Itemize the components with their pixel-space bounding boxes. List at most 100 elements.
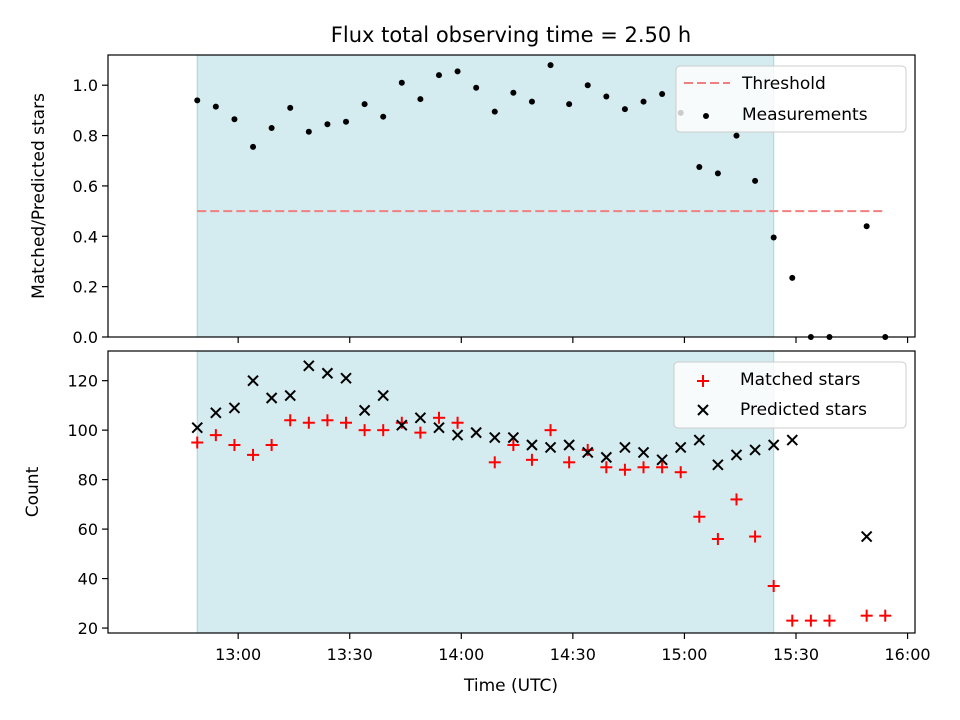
x-stroke-b [210,407,222,419]
matched-stars-point [507,439,520,451]
x-stroke-b [693,434,706,446]
predicted-stars-point [749,444,761,456]
predicted-stars-point [265,392,278,404]
predicted-stars-point [210,407,222,419]
matched-stars-point [488,456,501,469]
x-stroke-b [340,372,352,384]
y-tick-label: 120 [67,372,98,391]
matched-stars-point [228,439,241,451]
matched-stars-point [879,609,892,622]
predicted-stars-point [414,412,427,424]
matched-stars-point [860,609,873,622]
matched-stars-point [656,461,669,474]
measurement-point [250,143,257,150]
x-stroke-b [507,431,520,444]
predicted-stars-point [396,419,408,431]
predicted-stars-point [228,402,241,414]
measurement-point [696,164,703,171]
measurement-point [268,125,275,132]
matched-stars-point [581,443,594,456]
measurement-point [528,98,535,105]
x-stroke-b [470,426,482,439]
x-axis-label: Time (UTC) [463,676,558,696]
predicted-stars-point [675,441,687,454]
bottom-legend: Matched stars Predicted stars [673,361,907,429]
matched-stars-point [618,463,631,476]
matched-stars-point [637,461,650,474]
x-tick-label: 14:00 [438,645,484,664]
matched-stars-point [674,466,687,479]
predicted-stars-point [507,431,520,444]
chart-title: Flux total observing time = 2.50 h [331,23,691,47]
y-tick-label: 0.0 [73,328,98,347]
measurement-point [603,93,610,100]
measurement-point [343,118,350,125]
measurement-point [305,128,312,135]
x-stroke-b [786,434,798,446]
measurement-point [547,62,554,69]
matched-stars-point [786,614,799,627]
measurement-point [733,132,740,139]
legend-matched-swatch [697,375,709,387]
predicted-stars-point [340,372,352,384]
legend-measurements-swatch [703,113,709,119]
predicted-stars-point [433,421,445,434]
predicted-stars-point [600,451,613,464]
measurement-point [640,98,647,105]
bottom-y-ticks: 20 40 60 80 100 120 [67,372,108,638]
matched-stars-point [823,614,836,627]
x-tick-label: 13:00 [215,645,261,664]
matched-stars-point [247,448,260,461]
top-y-ticks: 0.0 0.2 0.4 0.6 0.8 1.0 [73,76,108,347]
predicted-stars-point [284,389,296,402]
x-stroke-b [451,429,464,441]
measurement-point [491,108,498,115]
x-stroke-b [749,444,761,456]
matched-stars-point [265,439,278,451]
y-tick-label: 0.2 [73,278,98,297]
matched-stars-point [563,456,576,469]
x-stroke-b [544,441,557,454]
predicted-stars-point [767,439,780,451]
x-tick-label: 15:00 [661,645,707,664]
x-stroke-b [526,439,538,451]
predicted-stars-point [786,434,798,446]
top-panel-frame [107,54,916,338]
measurement-point [361,101,368,108]
x-stroke-b [191,421,203,434]
predicted-stars-point [526,439,538,451]
top-x-ticks [237,337,909,343]
measurement-points [194,62,889,340]
predicted-stars-point [563,439,575,451]
matched-stars-point [191,436,204,449]
matched-stars-point [451,416,464,429]
x-stroke-b [321,367,334,379]
matched-stars-point [209,429,222,442]
matched-stars-point [544,424,557,437]
x-tick-label: 16:00 [885,645,931,664]
legend-threshold-label: Threshold [741,74,826,94]
measurement-point [510,89,517,96]
x-stroke-b [860,530,873,543]
measurement-point [714,170,721,177]
x-tick-label: 13:30 [327,645,373,664]
x-stroke-b [489,431,501,444]
y-tick-label: 0.8 [73,127,98,146]
x-stroke-b [767,439,780,451]
measurement-point [435,72,442,79]
x-stroke-b [284,389,296,402]
predicted-stars-point [637,446,650,459]
x-stroke-b [712,459,724,471]
predicted-stars-point [693,434,706,446]
x-stroke-b [675,441,687,454]
x-stroke-b [433,421,445,434]
matched-stars-point [302,416,315,429]
matched-stars-point [284,414,297,427]
predicted-stars-point [656,454,668,466]
measurement-point [770,234,777,241]
bottom-panel-frame [107,350,916,634]
legend-measurements-label: Measurements [742,105,868,125]
measurement-point [417,96,424,103]
predicted-stars-point [303,360,315,372]
matched-stars-point [804,614,817,627]
